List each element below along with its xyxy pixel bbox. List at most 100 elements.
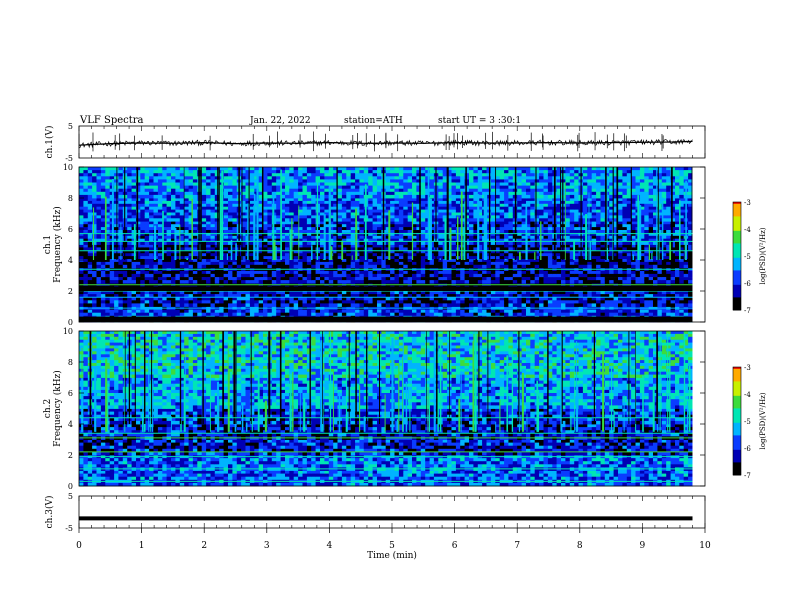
spectrogram-cell	[302, 277, 308, 281]
spectrogram-cell	[192, 309, 198, 314]
spectrogram-cell	[473, 230, 479, 234]
spectrogram-cell	[688, 247, 693, 251]
spectrogram-cell	[683, 300, 689, 304]
spectrogram-cell	[490, 303, 496, 307]
spectrogram-cell	[407, 300, 413, 304]
spectrogram-cell	[298, 294, 303, 298]
spectrogram-cell	[609, 235, 614, 240]
spectrogram-cell	[504, 253, 509, 257]
spectrogram-cell	[298, 291, 303, 295]
spectrogram-cell	[341, 277, 347, 281]
spectrogram-cell	[499, 250, 505, 254]
spectrogram-cell	[416, 227, 422, 231]
spectrogram-cell	[171, 312, 176, 317]
spectrogram-cell	[504, 294, 509, 298]
spectrogram-cell	[341, 244, 347, 248]
spectrogram-cell	[179, 221, 185, 225]
spectrogram-cell	[122, 312, 128, 317]
spectrogram-cell	[486, 280, 492, 284]
spectrogram-cell	[302, 294, 308, 298]
spectrogram-cell	[188, 230, 194, 234]
spectrogram-cell	[105, 294, 111, 298]
spectrogram-cell	[232, 270, 238, 275]
spectrogram-cell	[127, 232, 132, 237]
spectrogram-cell	[175, 312, 181, 317]
spectrogram-cell	[249, 232, 255, 237]
spectrogram-cell	[670, 270, 676, 275]
spectrogram-cell	[201, 297, 207, 301]
spectrogram-cell	[359, 227, 365, 231]
spectrogram-cell	[258, 312, 264, 317]
spectrogram-cell	[105, 280, 111, 284]
spectrogram-cell	[639, 221, 645, 225]
spectrogram-cell	[171, 230, 176, 234]
spectrogram-cell	[223, 256, 229, 260]
spectrogram-cell	[87, 238, 93, 242]
spectrogram-cell	[324, 270, 330, 275]
spectrogram-cell	[455, 297, 461, 301]
spectrogram-cell	[618, 270, 623, 275]
spectrogram-cell	[372, 294, 378, 298]
spectrogram-cell	[157, 291, 163, 295]
spectrogram-cell	[412, 259, 417, 263]
spectrogram-cell	[587, 259, 593, 263]
spectrogram-cell	[486, 303, 492, 307]
spectrogram-cell	[490, 250, 496, 254]
spectrogram-cell	[385, 235, 391, 240]
spectrogram-cell	[648, 270, 654, 275]
spectrogram-cell	[683, 261, 689, 266]
spectrogram-cell	[306, 244, 312, 248]
spectrogram-cell	[210, 259, 216, 263]
spectrogram-cell	[504, 261, 509, 266]
spectrogram-cell	[136, 244, 141, 248]
spectrogram-cell	[341, 300, 347, 304]
spectrogram-cell	[175, 247, 181, 251]
spectrogram-cell	[171, 300, 176, 304]
spectrogram-cell	[223, 312, 229, 317]
spectrogram-cell	[381, 309, 387, 314]
spectrogram-cell	[490, 227, 496, 231]
spectrogram-cell	[626, 264, 632, 269]
spectrogram-cell	[539, 244, 544, 248]
spectrogram-cell	[543, 309, 549, 314]
spectrogram-cell	[355, 309, 360, 314]
spectrogram-cell	[350, 250, 356, 254]
spectrogram-cell	[157, 259, 163, 263]
spectrogram-cell	[547, 232, 553, 237]
spectrogram-cell	[670, 221, 676, 225]
spectrogram-cell	[670, 247, 676, 251]
spectrogram-cell	[140, 291, 146, 295]
spectrogram-cell	[267, 303, 273, 307]
spectrogram-cell	[166, 253, 172, 257]
spectrogram-cell	[390, 238, 395, 242]
spectrogram-cell	[192, 291, 198, 295]
spectrogram-cell	[473, 235, 479, 240]
spectrogram-cell	[144, 250, 150, 254]
spectrogram-cell	[473, 227, 479, 231]
spectrogram-cell	[526, 273, 531, 278]
spectrogram-cell	[618, 244, 623, 248]
spectrogram-cell	[249, 291, 255, 295]
spectrogram-cell	[136, 221, 141, 225]
spectrogram-cell	[131, 303, 137, 307]
spectrogram-cell	[688, 273, 693, 278]
spectrogram-cell	[298, 297, 303, 301]
spectrogram-cell	[626, 294, 632, 298]
spectrogram-cell	[394, 221, 400, 225]
spectrogram-cell	[504, 235, 509, 240]
spectrogram-cell	[469, 300, 474, 304]
spectrogram-cell	[363, 273, 369, 278]
spectrogram-cell	[526, 241, 531, 245]
spectrogram-cell	[245, 261, 251, 266]
spectrogram-cell	[320, 264, 325, 269]
spectrogram-cell	[675, 224, 680, 228]
spectrogram-cell	[661, 309, 667, 314]
spectrogram-cell	[556, 294, 562, 298]
spectrogram-cell	[83, 198, 89, 202]
spectrogram-cell	[140, 227, 146, 231]
spectrogram-cell	[179, 238, 185, 242]
spectrogram-cell	[136, 261, 141, 266]
spectrogram-cell	[394, 294, 400, 298]
spectrogram-cell	[263, 230, 268, 234]
spectrogram-cell	[333, 312, 338, 317]
